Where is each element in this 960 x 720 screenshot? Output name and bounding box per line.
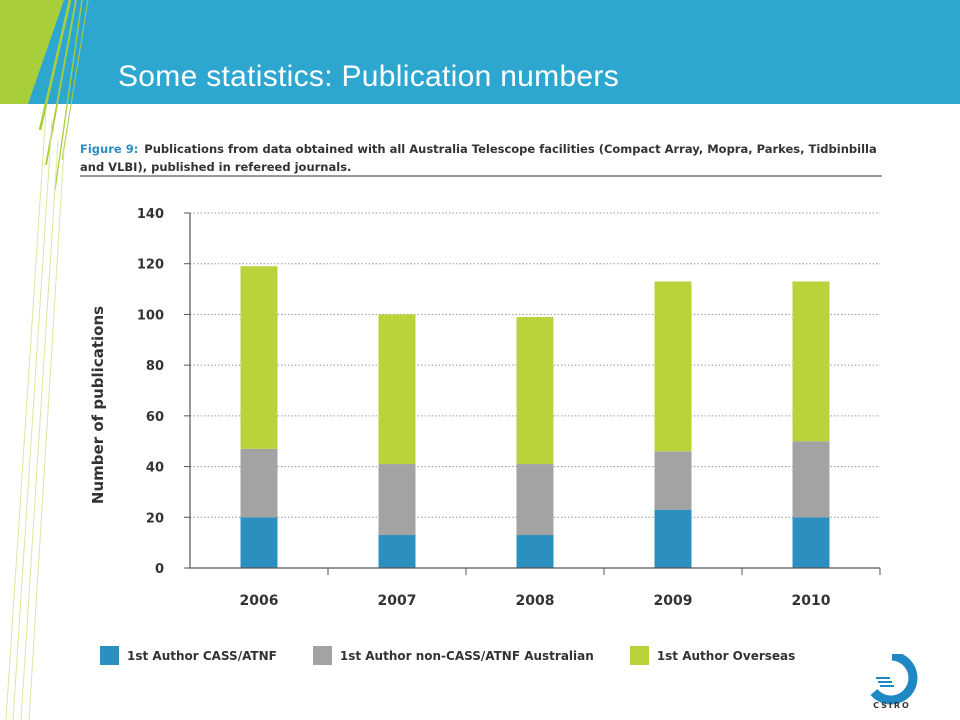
y-tick-label: 0	[155, 562, 164, 577]
y-tick-label: 80	[146, 359, 164, 374]
y-tick-label: 100	[137, 308, 164, 323]
y-axis-ticks: 0 20 40 60 80 100 120 140	[137, 207, 190, 577]
gridlines	[190, 212, 880, 518]
x-tick-label: 2010	[792, 593, 831, 609]
csiro-logo-text: CSIRO	[873, 701, 911, 710]
legend-item-overseas: 1st Author Overseas	[629, 646, 796, 665]
slide-title: Some statistics: Publication numbers	[118, 60, 620, 93]
y-tick-label: 60	[146, 410, 164, 425]
bar-1st-author-cass-atnf-2008	[516, 535, 554, 568]
bar-1st-author-cass-atnf-2007	[378, 535, 416, 568]
legend-label-overseas: 1st Author Overseas	[656, 648, 796, 663]
legend-swatch-cass	[100, 646, 119, 665]
y-tick-label: 40	[146, 461, 164, 476]
legend-swatch-non-cass	[312, 646, 332, 665]
bar-1st-author-cass-atnf-2009	[654, 509, 692, 568]
csiro-logo: CSIRO	[870, 654, 918, 710]
x-tick-label: 2008	[516, 593, 555, 609]
bar-1st-author-cass-atnf-2010	[792, 517, 830, 568]
chart-legend: 1st Author CASS/ATNF 1st Author non-CASS…	[100, 646, 795, 665]
bar-1st-author-overseas-2010	[792, 281, 830, 442]
figure-label: Figure 9:	[80, 142, 139, 156]
legend-swatch-overseas	[629, 646, 649, 665]
bar-1st-author-non-cass-atnf-australian-2009	[654, 451, 692, 510]
bar-1st-author-non-cass-atnf-australian-2007	[378, 464, 416, 536]
legend-label-cass: 1st Author CASS/ATNF	[127, 648, 277, 663]
caption-divider	[80, 175, 882, 177]
bar-1st-author-overseas-2006	[240, 266, 278, 449]
legend-item-cass: 1st Author CASS/ATNF	[100, 646, 277, 665]
y-tick-label: 140	[137, 207, 164, 222]
figure-caption-text: Publications from data obtained with all…	[80, 142, 877, 174]
decorative-stripes	[0, 0, 89, 720]
title-banner	[0, 0, 960, 104]
bar-1st-author-non-cass-atnf-australian-2006	[240, 448, 278, 518]
legend-label-non-cass: 1st Author non-CASS/ATNF Australian	[339, 648, 594, 663]
bar-1st-author-non-cass-atnf-australian-2010	[792, 441, 830, 518]
x-tick-label: 2009	[654, 593, 693, 609]
bar-1st-author-non-cass-atnf-australian-2008	[516, 464, 554, 536]
x-tick-label: 2006	[240, 593, 279, 609]
figure-caption: Figure 9: Publications from data obtained…	[80, 140, 888, 176]
bars	[240, 266, 830, 568]
x-tick-label: 2007	[378, 593, 417, 609]
bar-1st-author-overseas-2009	[654, 281, 692, 452]
y-axis-label: Number of publications	[89, 306, 107, 504]
legend-item-non-cass: 1st Author non-CASS/ATNF Australian	[312, 646, 594, 665]
y-tick-label: 120	[137, 258, 164, 273]
bar-1st-author-overseas-2007	[378, 314, 416, 465]
x-axis-ticks: 2006 2007 2008 2009 2010	[240, 568, 881, 609]
y-tick-label: 20	[146, 511, 164, 526]
bar-1st-author-cass-atnf-2006	[240, 517, 278, 568]
bar-1st-author-overseas-2008	[516, 316, 554, 465]
